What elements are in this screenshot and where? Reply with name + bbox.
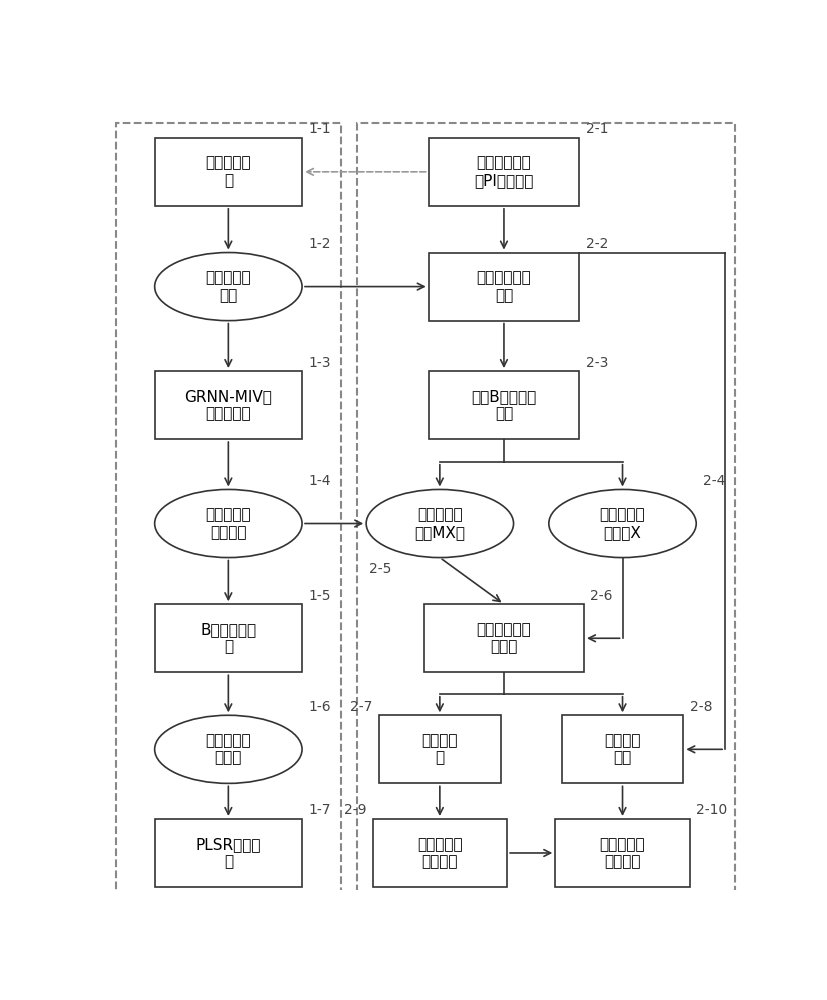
Text: 2-2: 2-2 bbox=[586, 237, 608, 251]
Text: 数据修复及
状态显示: 数据修复及 状态显示 bbox=[600, 837, 645, 869]
Text: 传感器实
测值: 传感器实 测值 bbox=[605, 733, 641, 766]
FancyBboxPatch shape bbox=[428, 371, 579, 439]
Text: PLSR拟合模
块: PLSR拟合模 块 bbox=[196, 837, 261, 869]
FancyBboxPatch shape bbox=[428, 253, 579, 321]
Ellipse shape bbox=[155, 715, 302, 783]
Text: 高维准线性
数据集X: 高维准线性 数据集X bbox=[600, 507, 645, 540]
Text: 2-1: 2-1 bbox=[586, 122, 608, 136]
Text: 2-3: 2-3 bbox=[586, 356, 608, 370]
FancyBboxPatch shape bbox=[428, 138, 579, 206]
Text: 2-5: 2-5 bbox=[370, 562, 392, 576]
Text: 2-6: 2-6 bbox=[590, 589, 613, 603]
Text: 2-7: 2-7 bbox=[350, 700, 372, 714]
Ellipse shape bbox=[549, 489, 696, 558]
FancyBboxPatch shape bbox=[562, 715, 683, 783]
Text: 实际过程数据
（PI数据库）: 实际过程数据 （PI数据库） bbox=[474, 156, 533, 188]
Text: 高维准线性
数据集: 高维准线性 数据集 bbox=[206, 733, 251, 766]
FancyBboxPatch shape bbox=[379, 715, 501, 783]
FancyBboxPatch shape bbox=[555, 819, 690, 887]
Text: B样条变换模
块: B样条变换模 块 bbox=[200, 622, 256, 654]
Text: 模型输出数
据（MX）: 模型输出数 据（MX） bbox=[414, 507, 466, 540]
Text: 1-2: 1-2 bbox=[308, 237, 331, 251]
Text: 1-1: 1-1 bbox=[308, 122, 331, 136]
Text: 2-8: 2-8 bbox=[690, 700, 712, 714]
Ellipse shape bbox=[155, 489, 302, 558]
FancyBboxPatch shape bbox=[155, 371, 302, 439]
Text: 故障诊断、
识别模块: 故障诊断、 识别模块 bbox=[417, 837, 462, 869]
FancyBboxPatch shape bbox=[372, 819, 507, 887]
Ellipse shape bbox=[366, 489, 514, 558]
FancyBboxPatch shape bbox=[155, 819, 302, 887]
Text: GRNN-MIV变
量筛选模块: GRNN-MIV变 量筛选模块 bbox=[184, 389, 272, 421]
Text: 人工机理分
析: 人工机理分 析 bbox=[206, 156, 251, 188]
Text: 1-5: 1-5 bbox=[308, 589, 331, 603]
Text: 1-3: 1-3 bbox=[308, 356, 331, 370]
Text: 2-4: 2-4 bbox=[703, 474, 725, 488]
Text: 2-9: 2-9 bbox=[344, 803, 366, 817]
FancyBboxPatch shape bbox=[155, 604, 302, 672]
Text: 传感器模型预
测模块: 传感器模型预 测模块 bbox=[476, 622, 531, 654]
Text: 1-4: 1-4 bbox=[308, 474, 331, 488]
Text: 实时数据读取
模块: 实时数据读取 模块 bbox=[476, 270, 531, 303]
Text: 2-10: 2-10 bbox=[696, 803, 728, 817]
FancyBboxPatch shape bbox=[155, 138, 302, 206]
Text: 1-6: 1-6 bbox=[308, 700, 331, 714]
Ellipse shape bbox=[155, 253, 302, 321]
Text: 建模主要辅
助变量集: 建模主要辅 助变量集 bbox=[206, 507, 251, 540]
FancyBboxPatch shape bbox=[424, 604, 584, 672]
Text: 1-7: 1-7 bbox=[308, 803, 331, 817]
Text: 模型预测
值: 模型预测 值 bbox=[422, 733, 458, 766]
Text: 建模辅助变
量集: 建模辅助变 量集 bbox=[206, 270, 251, 303]
Text: 在线B样条变换
模块: 在线B样条变换 模块 bbox=[471, 389, 537, 421]
